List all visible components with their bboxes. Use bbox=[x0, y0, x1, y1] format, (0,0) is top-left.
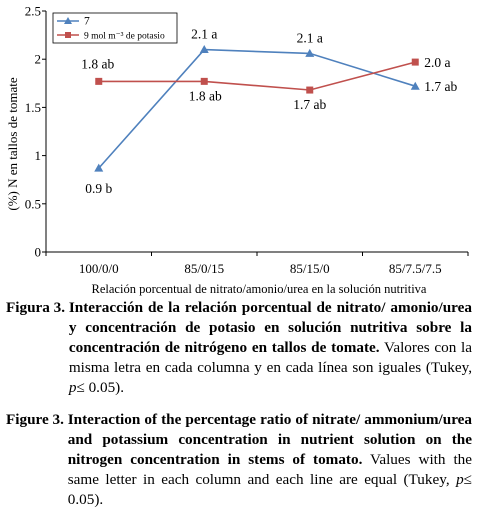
data-label: 1.7 ab bbox=[424, 79, 457, 94]
y-axis: 0 0.5 1 1.5 2 2.5 bbox=[25, 4, 47, 260]
data-label: 1.8 ab bbox=[189, 88, 222, 103]
data-label: 2.1 a bbox=[191, 27, 217, 42]
x-tick-label: 100/0/0 bbox=[79, 261, 119, 276]
y-tick-label: 1 bbox=[35, 148, 42, 163]
line-chart: 0 0.5 1 1.5 2 2.5 100/0/0 85/0/15 85/15/0 85/7.5… bbox=[5, 4, 469, 296]
data-point-triangle bbox=[94, 163, 104, 172]
y-tick-label: 2 bbox=[35, 52, 42, 67]
data-point-square bbox=[95, 77, 103, 85]
caption-bold: Interaction of the percentage ratio of n… bbox=[67, 411, 472, 468]
series-line bbox=[98, 61, 416, 91]
y-tick-label: 2.5 bbox=[25, 4, 41, 19]
x-tick-label: 85/15/0 bbox=[290, 261, 330, 276]
caption-body: Interacción de la relación porcentual de… bbox=[69, 298, 472, 398]
data-point-square bbox=[411, 58, 419, 66]
series-layer: 0.9 b 2.1 a 2.1 a 1.7 ab 1.8 ab 1.8 ab 1.7 ab 2… bbox=[81, 27, 457, 197]
legend-label: 7 bbox=[84, 16, 90, 28]
y-tick-label: 0.5 bbox=[25, 196, 41, 211]
caption-text-end: ≤ 0.05). bbox=[67, 470, 472, 508]
legend-marker-triangle bbox=[64, 17, 72, 24]
y-tick-label: 0 bbox=[35, 245, 42, 260]
data-label: 0.9 b bbox=[85, 181, 112, 196]
legend-marker-square bbox=[65, 32, 71, 38]
data-point-square bbox=[200, 77, 208, 85]
legend-box bbox=[52, 12, 178, 44]
y-tick-label: 1.5 bbox=[25, 100, 41, 115]
caption-bold: Interacción de la relación porcentual de… bbox=[68, 299, 472, 356]
caption-body: Interaction of the percentage ratio of n… bbox=[68, 410, 472, 510]
series-line bbox=[98, 48, 416, 169]
y-axis-title: (%) N en tallos de tomate bbox=[5, 77, 20, 210]
caption-label: Figura 3. bbox=[6, 299, 69, 316]
x-tick-label: 85/7.5/7.5 bbox=[389, 261, 442, 276]
legend-label: 9 mol m⁻³ de potasio bbox=[84, 32, 165, 42]
x-axis-title: Relación porcentual de nitrato/amonio/ur… bbox=[92, 282, 427, 296]
figure-caption-english: Figure 3. Interaction of the percentage … bbox=[6, 410, 472, 510]
figure-caption-spanish: Figura 3. Interacción de la relación por… bbox=[6, 298, 472, 398]
series-2: 1.8 ab 1.8 ab 1.7 ab 2.0 a bbox=[81, 55, 450, 112]
data-point-triangle bbox=[199, 45, 209, 54]
caption-text: Values with the same letter in each colu… bbox=[67, 450, 472, 488]
data-label: 1.8 ab bbox=[81, 56, 114, 71]
data-label: 2.1 a bbox=[297, 30, 323, 45]
data-point-triangle bbox=[305, 48, 315, 57]
x-axis: 100/0/0 85/0/15 85/15/0 85/7.5/7.5 bbox=[45, 251, 469, 276]
data-label: 2.0 a bbox=[424, 55, 450, 70]
caption-text-end: ≤ 0.05). bbox=[76, 378, 125, 396]
data-point-triangle bbox=[410, 81, 420, 90]
caption-italic: p bbox=[456, 470, 464, 488]
data-point-square bbox=[306, 86, 314, 94]
data-label: 1.7 ab bbox=[293, 97, 326, 112]
series-1: 0.9 b 2.1 a 2.1 a 1.7 ab bbox=[85, 27, 457, 197]
x-tick-label: 85/0/15 bbox=[184, 261, 224, 276]
legend: 7 9 mol m⁻³ de potasio bbox=[52, 12, 178, 44]
caption-italic: p bbox=[68, 378, 77, 396]
caption-text: Valores con la misma letra en cada colum… bbox=[68, 338, 472, 376]
caption-label: Figure 3. bbox=[6, 411, 68, 428]
